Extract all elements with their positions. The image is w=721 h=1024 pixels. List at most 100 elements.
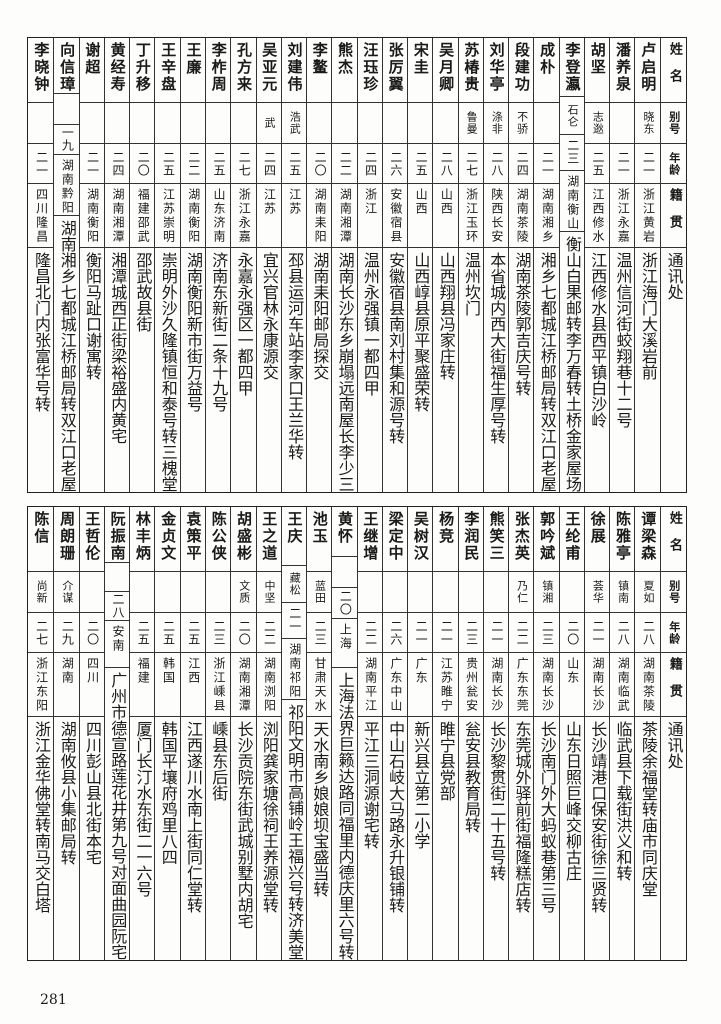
alias-cell: 涤非 [483,103,509,144]
address-text: 邳县运河车站李家口王兰华转 [285,252,305,460]
alias-text: 乃仁 [515,580,529,604]
address-text: 广州市德宣路莲花井第九号对面曲园阮宅 [108,672,128,961]
name-cell: 李鳌 [307,38,332,103]
name-text: 黄经寿 [108,42,127,93]
alias-text: 浩武 [288,111,302,135]
age-cell: 二五 [584,144,610,184]
age-text: 年龄 [667,151,681,176]
address-cell: 睢宁县党部 [433,717,457,960]
address-text: 温州永强镇一都四甲 [360,252,380,396]
alias-text: 涤非 [490,111,504,135]
person-record: 王辛盘 二五 江苏崇明 崇明外沙久隆镇恒和泰号转三槐堂 [154,38,180,492]
address-text: 东莞城外驿前街福隆糕店转 [512,721,532,913]
person-record: 向信璋 一九 湖南黔阳 湖南湘乡七都城江桥邮局转双江口老屋 [53,38,79,492]
name-cell: 林丰炳 [130,507,155,572]
address-text: 江西遂川水南上街同仁堂转 [184,721,204,913]
age-text: 二四 [110,150,125,177]
age-text: 二三 [464,619,479,646]
origin-text: 广东东莞 [515,657,530,713]
origin-cell: 江西 [180,653,205,717]
alias-cell: 别号 [660,572,686,613]
origin-text: 山西 [439,188,454,216]
address-cell: 长沙贡院东街武城别墅内胡宅 [231,717,255,960]
age-cell: 二三 [307,613,332,653]
address-cell: 江西修水县西平镇白沙岭 [585,248,609,492]
address-text: 江西修水县西平镇白沙岭 [588,252,608,428]
origin-cell: 湖南湘潭 [231,653,256,717]
origin-text: 湖南长沙 [540,657,555,713]
origin-text: 湖南平江 [363,657,378,713]
alias-cell: 荟华 [584,572,610,613]
alias-text: 中坚 [262,580,276,604]
name-cell: 黄怀 [332,507,357,558]
origin-cell: 广东东莞 [509,653,534,717]
alias-cell [130,572,155,613]
origin-text: 湖南衡阳 [85,188,100,244]
origin-cell: 浙江 [357,184,382,248]
alias-text: 蓝田 [313,580,327,604]
age-cell: 二八 [104,592,130,622]
alias-cell: 中坚 [256,572,281,613]
origin-cell: 浙江嵊县 [205,653,231,717]
person-record: 李柞周 二五 山东济南 济南东新街二条十九号 [204,38,231,492]
origin-cell: 湖南黔阳 [54,155,79,216]
origin-cell: 江苏崇明 [155,184,180,248]
name-text: 李鳌 [310,42,329,76]
origin-text: 广东 [414,657,429,685]
address-cell: 四川彭山县北街本宅 [80,717,104,960]
origin-text: 四川隆昌 [34,188,49,244]
origin-cell: 湖南 [54,653,79,717]
age-text: 二八 [489,150,504,177]
age-text: 二〇 [85,619,100,646]
origin-cell: 福建 [130,653,155,717]
age-text: 二一 [85,150,100,177]
address-text: 祁阳文明市高铺岭王福兴号转济美堂 [285,704,305,960]
origin-text: 江苏崇明 [161,188,176,244]
alias-text: 尚新 [35,580,49,604]
age-text: 二三 [540,619,555,646]
age-text: 二九 [60,619,75,646]
address-text: 厦门长汀水东街二一六号 [133,721,153,897]
person-record: 卢启明 晓东 二一 浙江黄岩 浙江海门大溪岩前 [634,38,660,492]
name-cell: 胡盛彬 [231,507,256,572]
address-cell: 邳县运河车站李家口王兰华转 [282,248,306,492]
age-text: 二二 [363,619,378,646]
age-text: 年龄 [667,620,681,645]
alias-cell [382,103,408,144]
address-text: 湘潭城西正街梁裕盛内黄宅 [108,252,128,444]
age-cell: 二一 [433,613,458,653]
origin-cell: 浙江永嘉 [231,184,256,248]
alias-cell [28,103,54,144]
age-text: 二八 [616,619,631,646]
person-record: 梁定中 二六 广东中山 中山石岐大马路永升银铺转 [381,507,408,960]
age-text: 二一 [540,150,555,177]
address-text: 湖南攸县小集邮局转 [57,721,77,865]
person-record: 谭梁森 夏如 二八 湖南茶陵 茶陵余福堂转庙市同庆堂 [634,507,660,960]
name-text: 王之道 [260,511,279,562]
page-number: 281 [40,992,67,1008]
age-cell: 年龄 [660,613,686,653]
name-cell: 陈信 [28,507,54,572]
origin-cell: 湖南茶陵 [635,653,660,717]
name-cell: 熊杰 [332,38,357,103]
address-cell: 宜兴官林永康源交 [257,248,281,492]
origin-text: 湖南湘乡 [540,188,555,244]
address-text: 山东日照巨峰交柳古庄 [563,721,583,881]
origin-cell: 湖南耒阳 [307,184,332,248]
age-text: 二三 [212,619,226,646]
alias-text: 夏如 [641,580,655,604]
origin-text: 福建 [136,657,151,685]
address-text: 湘乡七都城江桥邮局转双江口老屋 [537,252,557,492]
age-cell: 二〇 [332,588,357,619]
alias-cell [155,103,180,144]
origin-cell: 湖南湘潭 [104,184,130,248]
address-cell: 长沙黎贯街二十五号转 [484,717,508,960]
age-cell: 二〇 [231,613,256,653]
origin-text: 江西修水 [590,188,605,244]
person-record: 李登瀛 石仑 二三 湖南衡山 衡山白果邮转李万春转土桥金家屋场 [558,38,584,492]
name-text: 卢启明 [639,42,658,93]
age-cell: 二八 [635,613,660,653]
age-cell: 二二 [256,613,281,653]
alias-text: 武 [262,117,276,129]
person-record: 谢超 二一 湖南衡阳 衡阳马趾口谢寓转 [78,38,104,492]
